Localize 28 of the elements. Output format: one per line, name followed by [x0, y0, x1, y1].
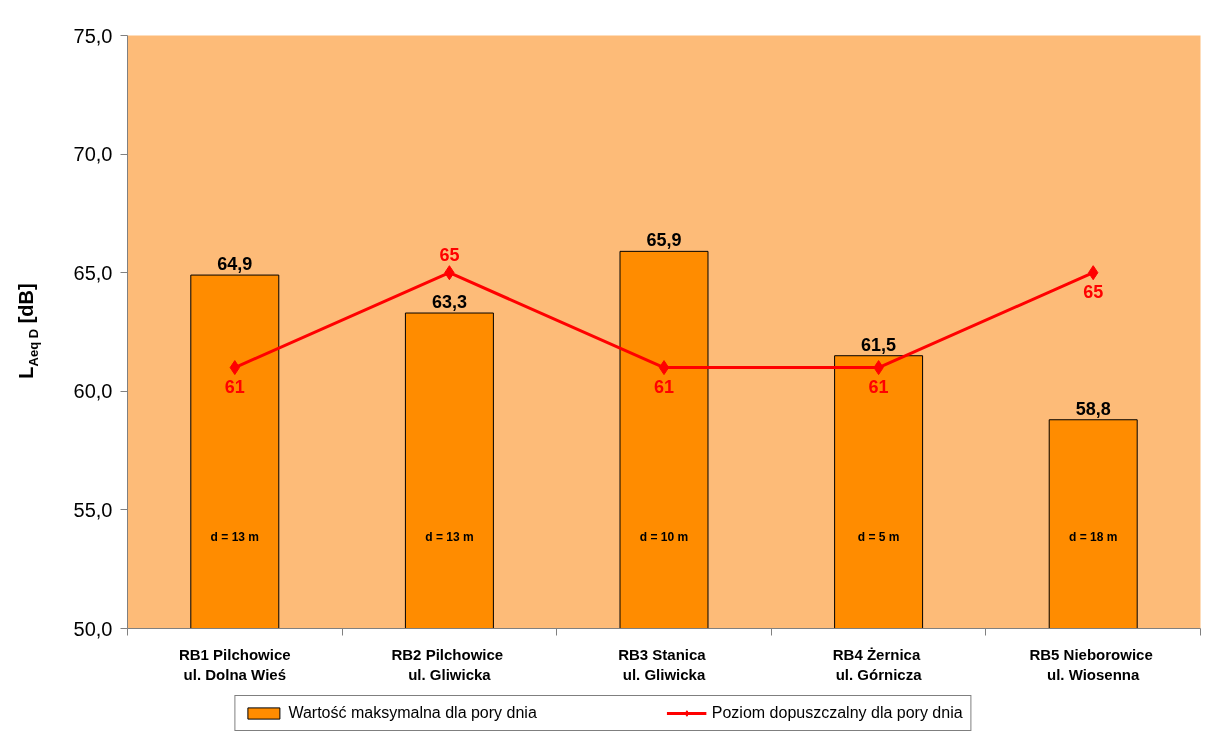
- legend-label: Wartość maksymalna dla pory dnia: [288, 703, 537, 722]
- data-label: 65: [439, 244, 460, 265]
- data-label: 61: [224, 376, 245, 397]
- data-label: 64,9: [217, 254, 253, 275]
- annotation: d = 5 m: [857, 529, 900, 544]
- y-tick-label: 55,0: [73, 498, 113, 521]
- data-label: 65: [1083, 281, 1104, 302]
- x-tick-label: RB2 Pilchowice ul. Gliwicka: [391, 645, 504, 683]
- data-label: 61,5: [861, 334, 897, 355]
- x-tick-label: RB1 Pilchowice ul. Dolna Wieś: [178, 645, 291, 683]
- data-label: 61: [653, 376, 675, 397]
- annotation: d = 13 m: [210, 529, 259, 544]
- y-tick-label: 60,0: [73, 380, 113, 403]
- annotation: d = 13 m: [425, 529, 474, 544]
- x-tick-label: RB4 Żernica ul. Górnicza: [832, 645, 923, 683]
- y-tick-label: 70,0: [73, 143, 113, 166]
- x-tick-label: RB5 Nieborowice ul. Wiosenna: [1029, 645, 1153, 683]
- annotation: d = 10 m: [639, 529, 689, 544]
- data-label: 61: [868, 376, 889, 397]
- x-tick-label: RB3 Stanica ul. Gliwicka: [618, 645, 707, 683]
- y-tick-label: 65,0: [73, 261, 113, 284]
- data-label: 63,3: [431, 292, 467, 313]
- data-label: 58,8: [1075, 398, 1111, 419]
- legend-label: Poziom dopuszczalny dla pory dnia: [711, 703, 963, 722]
- data-label: 65,9: [646, 230, 682, 251]
- y-tick-label: 75,0: [73, 24, 113, 47]
- y-tick-label: 50,0: [73, 617, 113, 640]
- annotation: d = 18 m: [1069, 529, 1118, 544]
